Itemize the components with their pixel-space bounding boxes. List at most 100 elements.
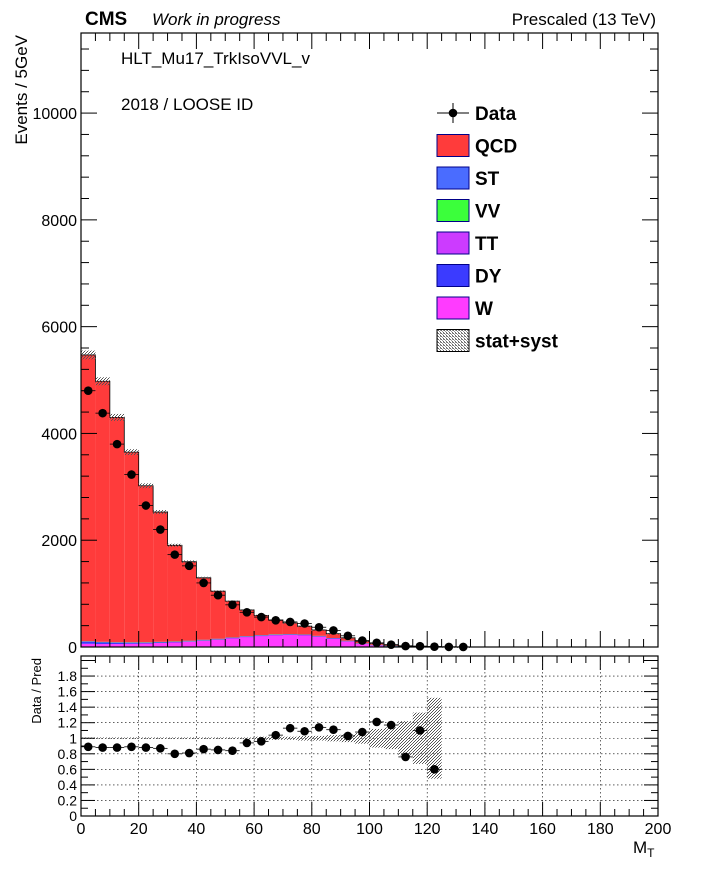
ratio-point-19 <box>357 727 367 737</box>
bar-qcd-15 <box>297 626 312 635</box>
ratio-point-22 <box>401 752 410 762</box>
x-tick-label: 40 <box>188 821 206 838</box>
stack-qcd <box>81 354 471 648</box>
bar-w-15 <box>297 634 312 647</box>
legend-item-dy: DY <box>436 264 502 288</box>
bar-w-18 <box>340 641 356 647</box>
bar-dy-4 <box>138 642 154 644</box>
bar-dy-5 <box>153 642 168 643</box>
bar-w-16 <box>311 636 327 647</box>
ratio-y-tick-label: 0 <box>69 808 77 824</box>
data-point-23 <box>415 641 425 651</box>
ratio-point-13 <box>271 730 281 740</box>
ratio-band-bin-7 <box>181 737 197 740</box>
x-axis-label: MT <box>633 838 655 860</box>
ratio-band-bin-6 <box>167 737 182 740</box>
ratio-point-2 <box>112 743 122 752</box>
ratio-y-tick-label: 1.2 <box>58 715 78 731</box>
bar-dy-0 <box>81 641 96 644</box>
x-tick-label: 0 <box>77 821 86 838</box>
legend-data-marker <box>448 108 458 118</box>
ratio-point-1 <box>98 743 107 752</box>
ratio-band-bin-19 <box>355 732 370 744</box>
data-point-18 <box>343 631 353 641</box>
ratio-band-bin-8 <box>196 737 211 740</box>
lower-axes: 00.20.40.60.811.21.41.61.80 20 40 60 80 100 12… <box>58 656 671 838</box>
ratio-point-7 <box>184 748 194 758</box>
ratio-band-bin-9 <box>210 737 226 740</box>
ratio-point-10 <box>228 746 237 755</box>
lower-frame <box>80 655 659 817</box>
data-point-21 <box>386 640 396 649</box>
work-in-progress-label: Work in progress <box>152 10 281 29</box>
ratio-point-8 <box>199 744 208 754</box>
bar-qcd-17 <box>326 633 341 639</box>
ratio-band-bin-20 <box>369 728 384 748</box>
legend-label: W <box>475 299 493 320</box>
bar-w-11 <box>239 636 255 647</box>
y-tick-label: 6000 <box>41 320 77 337</box>
legend-label: stat+syst <box>475 332 559 353</box>
data-point-17 <box>329 626 338 635</box>
bar-qcd-13 <box>268 619 283 635</box>
ratio-y-tick-label: 1.8 <box>58 668 78 684</box>
bar-dy-2 <box>109 642 125 645</box>
ratio-band-bin-17 <box>326 735 341 742</box>
ratio-point-12 <box>257 737 266 746</box>
band-bin-5 <box>153 510 168 515</box>
upper-y-axis-label: Events / 5GeV <box>12 34 31 144</box>
bar-qcd-16 <box>311 629 327 636</box>
bar-w-2 <box>109 644 125 647</box>
legend-label: Data <box>475 104 517 125</box>
bar-w-17 <box>326 638 341 647</box>
ratio-band-bin-3 <box>124 737 139 740</box>
ratio-point-16 <box>314 723 324 732</box>
ratio-points <box>81 717 442 774</box>
bar-qcd-8 <box>196 577 211 640</box>
legend-label: TT <box>475 234 499 255</box>
bar-w-9 <box>210 639 226 647</box>
bar-qcd-11 <box>239 609 255 637</box>
x-tick-label: 160 <box>529 821 556 838</box>
y-tick-label: 2000 <box>41 533 77 550</box>
ratio-point-15 <box>300 726 309 736</box>
y-tick-label: 10000 <box>33 106 78 123</box>
bar-w-14 <box>282 634 298 647</box>
x-tick-label: 80 <box>303 821 321 838</box>
bar-qcd-6 <box>167 545 182 642</box>
legend-swatch <box>436 296 470 320</box>
selection-annotation: 2018 / LOOSE ID <box>121 95 253 114</box>
x-tick-label: 20 <box>130 821 148 838</box>
band-bin-2 <box>109 413 125 421</box>
ratio-y-tick-label: 1.4 <box>58 699 78 715</box>
legend-swatch <box>436 264 470 287</box>
bar-qcd-7 <box>181 561 197 641</box>
bar-w-4 <box>138 643 154 647</box>
ratio-point-24 <box>430 765 439 774</box>
bar-w-10 <box>225 638 240 647</box>
ratio-band-bin-23 <box>412 712 428 764</box>
bar-w-6 <box>167 642 182 647</box>
ratio-point-5 <box>156 744 165 753</box>
bar-w-7 <box>181 641 197 647</box>
upper-axes: 0 2000 4000 6000 8000 10000 <box>33 33 659 657</box>
ratio-point-20 <box>372 717 382 727</box>
ratio-band-bin-5 <box>153 737 168 740</box>
bar-w-5 <box>153 642 168 647</box>
bar-qcd-9 <box>210 591 226 639</box>
legend-swatch <box>436 199 470 222</box>
ratio-band-bin-16 <box>311 735 327 741</box>
bar-w-0 <box>81 643 96 647</box>
legend-swatch <box>436 231 470 255</box>
legend-item-vv: VV <box>436 199 501 223</box>
band-bin-1 <box>95 377 110 386</box>
x-tick-label: 140 <box>472 821 499 838</box>
legend-item-tt: TT <box>436 231 499 255</box>
ratio-band-bin-1 <box>95 737 110 740</box>
legend-swatch <box>436 166 470 190</box>
ratio-point-9 <box>213 745 223 755</box>
stack-st <box>81 634 413 647</box>
data-point-11 <box>242 607 252 617</box>
data-point-19 <box>357 636 367 645</box>
